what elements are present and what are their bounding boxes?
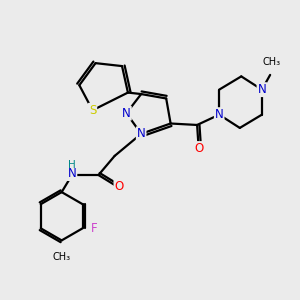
Text: O: O	[115, 180, 124, 193]
Text: H: H	[68, 160, 75, 170]
Text: F: F	[91, 222, 98, 235]
Text: O: O	[194, 142, 203, 155]
Text: N: N	[122, 107, 131, 120]
Text: CH₃: CH₃	[52, 252, 71, 262]
Text: N: N	[215, 108, 224, 121]
Text: N: N	[257, 83, 266, 96]
Text: N: N	[137, 127, 146, 140]
Text: S: S	[89, 104, 96, 117]
Text: N: N	[68, 167, 76, 180]
Text: CH₃: CH₃	[262, 57, 281, 67]
